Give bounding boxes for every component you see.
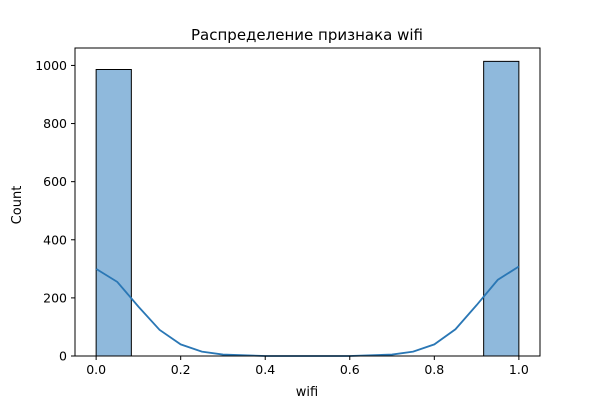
y-tick-label: 800 — [43, 116, 67, 131]
y-tick-label: 400 — [43, 232, 67, 247]
histogram-bar-0 — [96, 70, 131, 356]
x-axis-title: wifi — [296, 385, 318, 400]
y-tick-label: 1000 — [35, 58, 67, 73]
y-tick-label: 600 — [43, 174, 67, 189]
chart-title: Распределение признака wifi — [191, 26, 423, 44]
plot-area — [96, 61, 519, 356]
y-tick-label: 0 — [59, 349, 67, 364]
x-tick-label: 0.4 — [255, 362, 275, 377]
kde-line — [96, 267, 519, 356]
x-tick-label: 0.0 — [86, 362, 106, 377]
axes-frame — [75, 48, 540, 356]
histogram-bar-1 — [484, 61, 519, 356]
y-tick-label: 200 — [43, 290, 67, 305]
x-tick-label: 1.0 — [509, 362, 529, 377]
x-tick-label: 0.8 — [424, 362, 444, 377]
x-tick-label: 0.2 — [171, 362, 191, 377]
x-tick-label: 0.6 — [340, 362, 360, 377]
y-axis-title: Count — [10, 186, 25, 225]
